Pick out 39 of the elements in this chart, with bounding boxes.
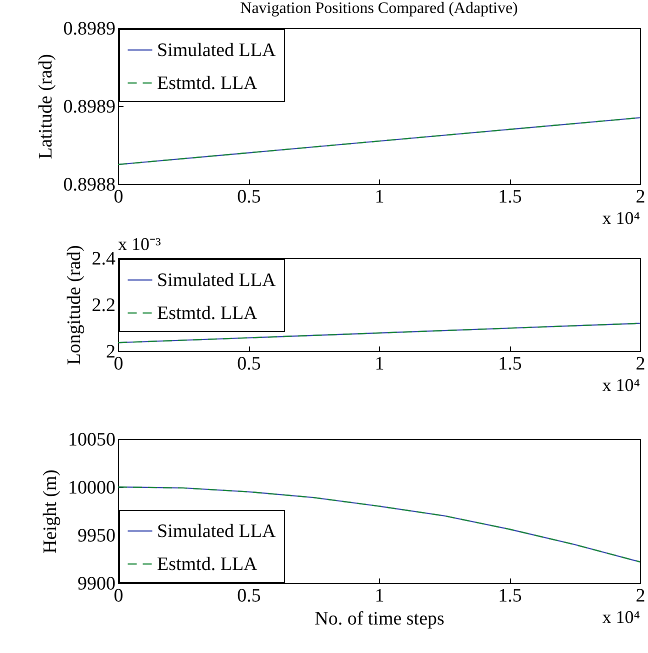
- x-tick-label: 1.5: [498, 354, 522, 374]
- x-tick-label: 1.5: [498, 186, 522, 208]
- text: x 10⁻³: [118, 234, 162, 254]
- text: x 10⁴: [602, 208, 640, 228]
- y-tick-label: 10000: [68, 478, 116, 498]
- text: x 10⁴: [602, 607, 640, 627]
- legend-label: Estmtd. LLA: [157, 554, 258, 575]
- y-tick-label: 9900: [78, 574, 116, 594]
- y-axis-title: Latitude (rad): [35, 54, 56, 159]
- x-tick-label: 1.5: [498, 586, 522, 606]
- x-tick-label: 1: [374, 586, 384, 606]
- x-tick-label: 2: [636, 186, 646, 208]
- x-tick-label: 1: [374, 186, 384, 208]
- x-tick-label: 2: [636, 354, 646, 374]
- x-axis-title: No. of time steps: [314, 608, 444, 630]
- y-tick-label: 9950: [78, 526, 116, 546]
- y-tick-label: 2.2: [92, 295, 116, 316]
- y-tick-label: 2.4: [92, 248, 116, 270]
- y-tick-label: 10050: [68, 430, 116, 450]
- x-tick-label: 2: [636, 586, 646, 606]
- x-tick-label: 0: [114, 354, 124, 374]
- x-tick-label: 0.5: [237, 354, 261, 374]
- legend-label: Estmtd. LLA: [157, 73, 258, 94]
- legend-label: Simulated LLA: [157, 270, 276, 291]
- x-tick-label: 1: [374, 354, 384, 374]
- chart-title: Navigation Positions Compared (Adaptive): [240, 0, 518, 17]
- x-tick-label: 0.5: [237, 186, 261, 208]
- y-tick-label: 0.8989: [63, 18, 116, 40]
- legend-label: Simulated LLA: [157, 40, 276, 61]
- y-axis-title: Longitude (rad): [64, 245, 85, 365]
- x-tick-label: 0: [114, 586, 124, 606]
- y-tick-label: 0.8989: [63, 96, 116, 118]
- y-axis-title: Height (m): [40, 470, 61, 554]
- y-tick-label: 0.8988: [63, 174, 116, 196]
- x-tick-label: 0: [114, 186, 124, 208]
- legend-label: Simulated LLA: [157, 521, 276, 542]
- x-tick-label: 0.5: [237, 586, 261, 606]
- legend-label: Estmtd. LLA: [157, 303, 258, 324]
- text: x 10⁴: [602, 375, 640, 395]
